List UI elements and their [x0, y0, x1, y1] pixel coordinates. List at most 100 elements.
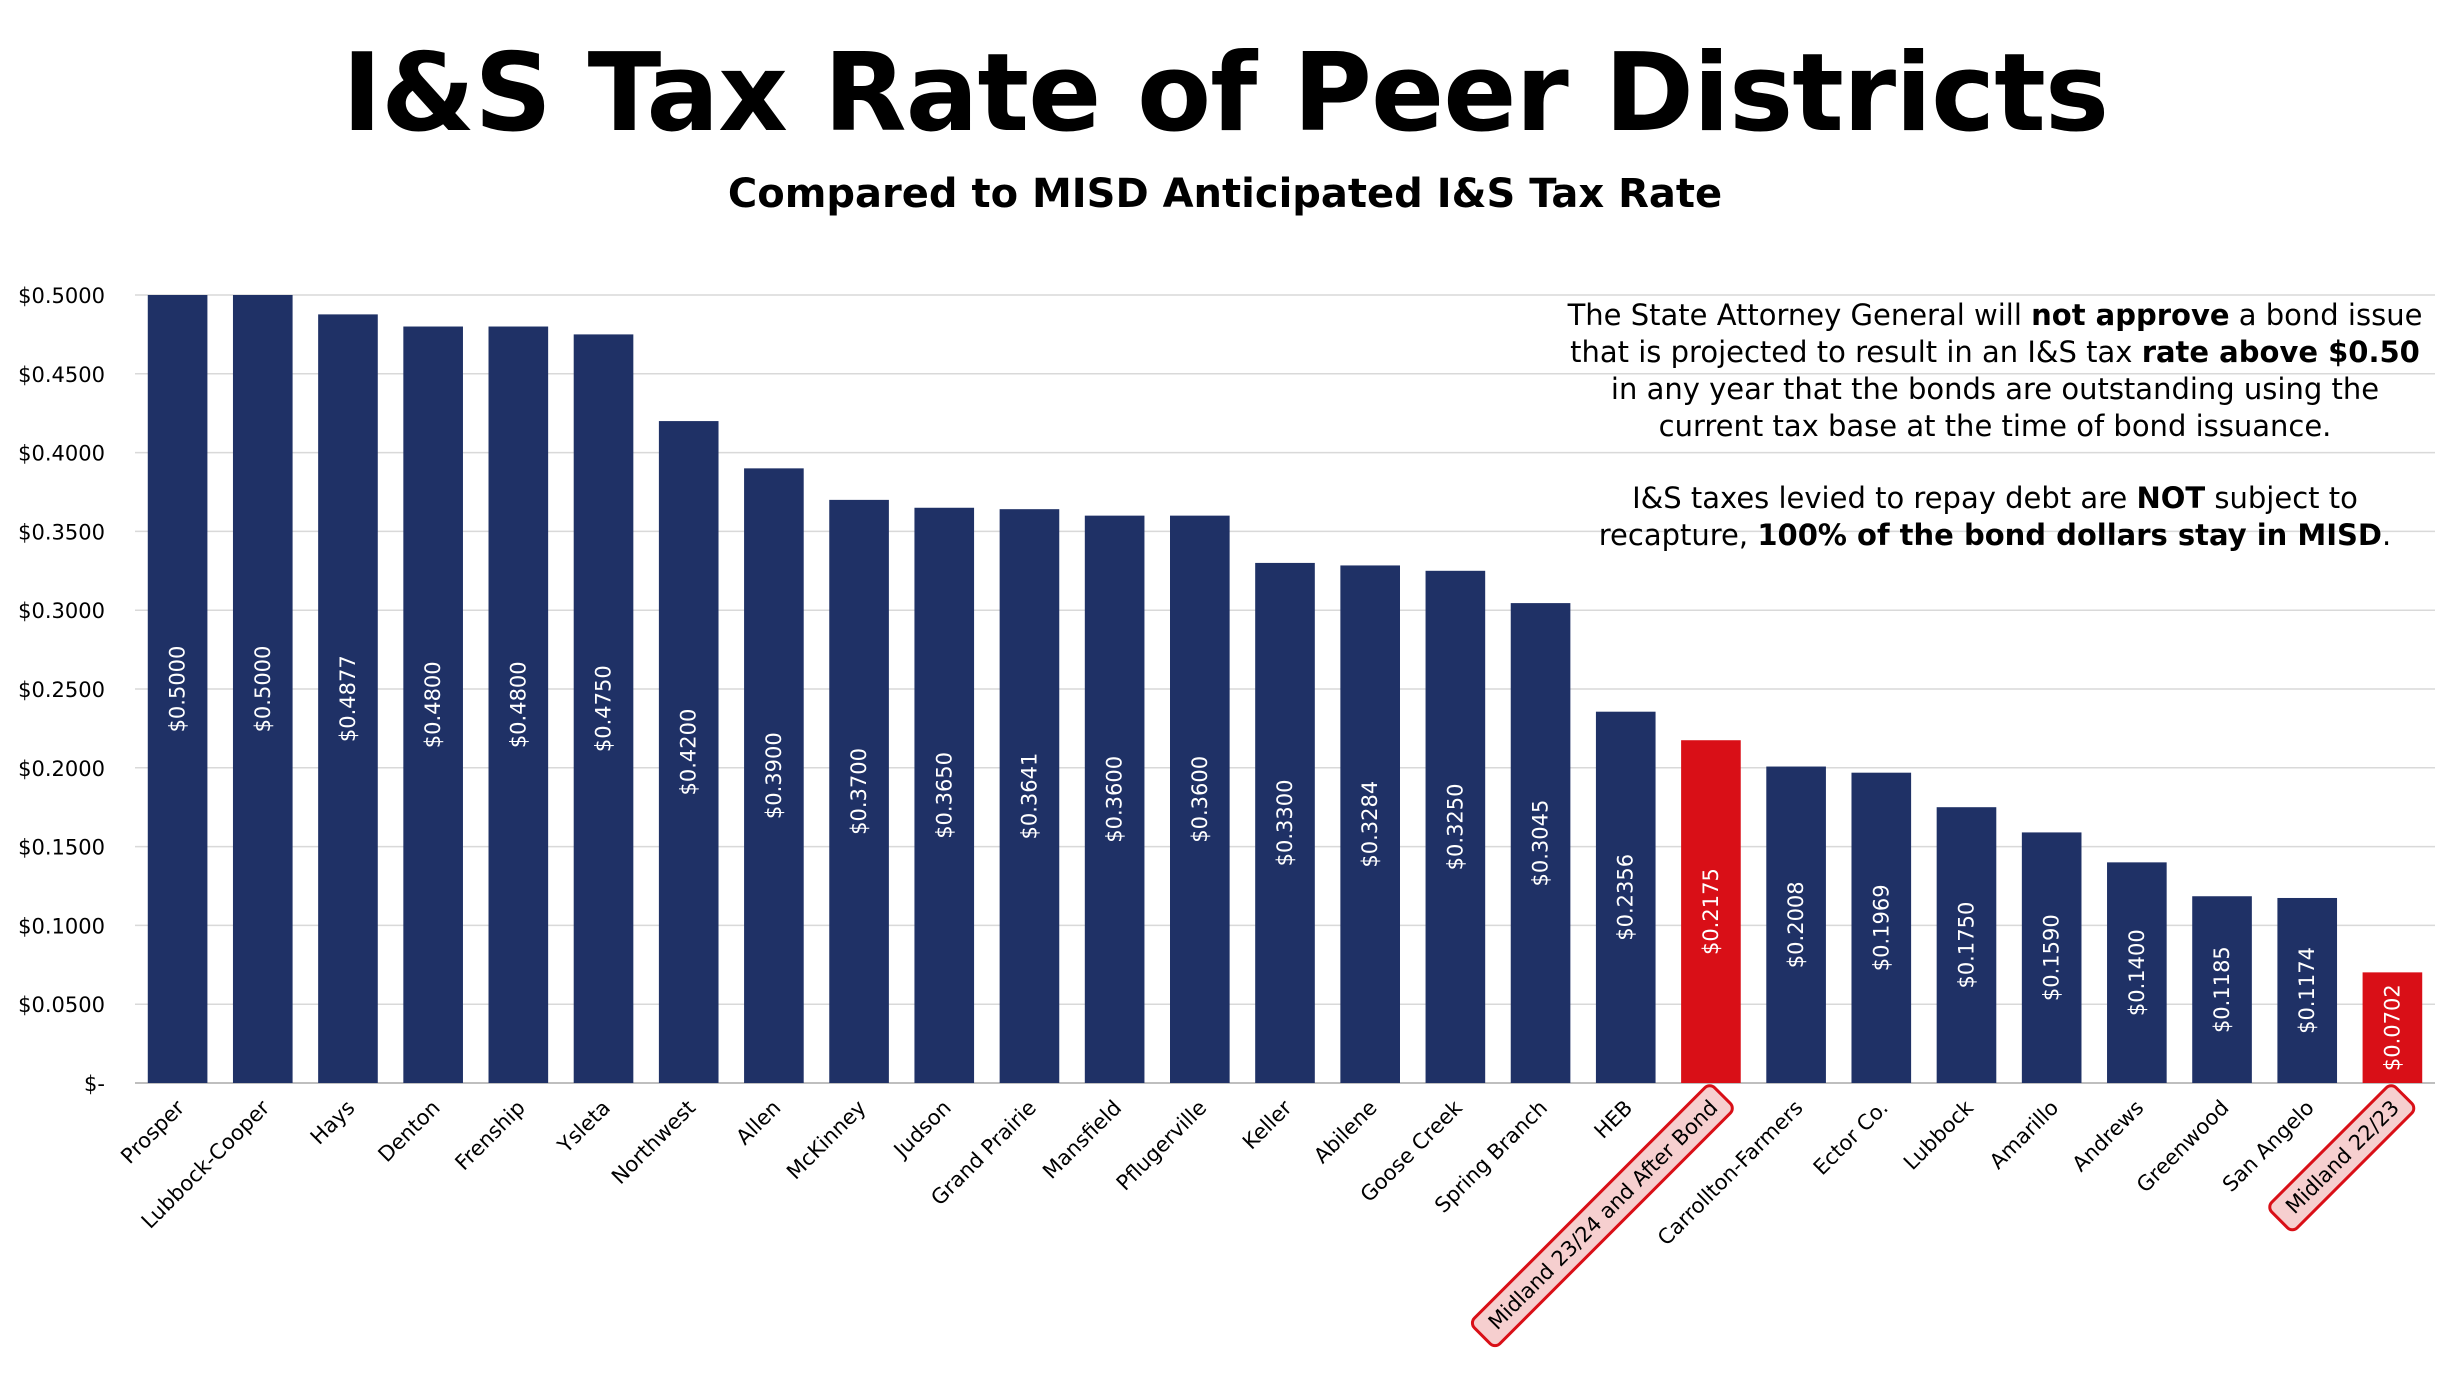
note2-text-2: subject to recapture,	[1598, 481, 2358, 552]
bar-value-label: $0.1750	[1954, 902, 1978, 989]
bar-value-label: $0.4800	[421, 661, 445, 748]
bar	[1340, 565, 1400, 1083]
bar	[488, 326, 549, 1083]
bar	[1255, 562, 1315, 1083]
bar	[829, 499, 889, 1083]
y-tick-label: $0.5000	[18, 284, 105, 308]
chart-title: I&S Tax Rate of Peer Districts	[341, 31, 2109, 156]
bar-value-label: $0.3650	[932, 752, 956, 839]
y-tick-label: $0.0500	[18, 993, 105, 1017]
bar-value-label: $0.2175	[1699, 868, 1723, 955]
y-tick-label: $0.2000	[18, 757, 105, 781]
note1-text-3: in any year that the bonds are outstandi…	[1610, 372, 2380, 443]
x-tick-label: Prosper	[116, 1095, 189, 1168]
bar	[318, 314, 378, 1084]
bar-value-label: $0.1590	[2040, 914, 2064, 1001]
bar-value-label: $0.2356	[1614, 854, 1638, 941]
x-tick-label: Lubbock	[1899, 1095, 1979, 1175]
bar	[1851, 772, 1912, 1083]
x-tick-label: Ector Co.	[1809, 1096, 1893, 1180]
bar	[1681, 740, 1741, 1083]
bar-value-label: $0.3045	[1529, 800, 1553, 887]
bar-value-label: $0.4877	[336, 655, 360, 742]
bar-value-label: $0.3700	[847, 748, 871, 835]
note1-bold-2: rate above $0.50	[2141, 335, 2420, 369]
bar	[1084, 515, 1145, 1083]
note2-bold-2: 100% of the bond dollars stay in MISD	[1757, 518, 2383, 552]
x-tick-label: Pflugerville	[1112, 1096, 1212, 1196]
note2-text-3: .	[2382, 518, 2392, 552]
x-tick-label: Frenship	[450, 1096, 529, 1175]
note2-bold-1: NOT	[2136, 481, 2206, 515]
y-tick-label: $0.2500	[18, 678, 105, 702]
x-tick-label: Amarillo	[1985, 1096, 2063, 1174]
bar	[1766, 766, 1826, 1083]
bar	[147, 295, 208, 1083]
y-tick-label: $0.3000	[18, 599, 105, 623]
recapture-note: I&S taxes levied to repay debt are NOT s…	[1555, 480, 2435, 554]
bar	[2277, 897, 2338, 1083]
bar	[573, 334, 634, 1083]
x-tick-label: Abilene	[1309, 1096, 1381, 1168]
bar-value-label: $0.3284	[1358, 781, 1382, 868]
bar-value-label: $0.4800	[506, 661, 530, 748]
bar	[1595, 711, 1656, 1083]
bar	[1936, 807, 1997, 1083]
y-tick-label: $-	[84, 1072, 105, 1096]
bar-value-label: $0.3600	[1188, 756, 1212, 843]
bar	[1425, 570, 1486, 1083]
y-tick-label: $0.3500	[18, 520, 105, 544]
chart-subtitle: Compared to MISD Anticipated I&S Tax Rat…	[727, 171, 1723, 217]
bar	[914, 507, 975, 1083]
bar-value-label: $0.2008	[1784, 881, 1808, 968]
bar-value-label: $0.0702	[2380, 984, 2404, 1071]
bar-value-label: $0.1174	[2295, 947, 2319, 1034]
y-tick-label: $0.4000	[18, 442, 105, 466]
x-tick-label: Northwest	[607, 1096, 700, 1189]
bar	[403, 326, 463, 1083]
bar	[1510, 603, 1571, 1083]
bar	[1170, 515, 1230, 1083]
bar	[999, 509, 1060, 1083]
y-tick-label: $0.4500	[18, 363, 105, 387]
bar-value-label: $0.4200	[677, 709, 701, 796]
bar	[232, 295, 293, 1083]
x-tick-label: Denton	[373, 1096, 444, 1167]
bar-value-label: $0.3600	[1103, 756, 1127, 843]
x-tick-label: Allen	[731, 1096, 785, 1150]
note1-bold-1: not approve	[2031, 298, 2230, 332]
bar	[658, 421, 719, 1084]
x-tick-label: Judson	[888, 1096, 956, 1164]
x-tick-label: Greenwood	[2132, 1096, 2234, 1198]
bar-value-label: $0.5000	[166, 646, 190, 733]
bar	[2192, 896, 2252, 1083]
highlight-label-box	[1470, 1084, 1734, 1348]
bar-value-label: $0.1185	[2210, 946, 2234, 1033]
bar-value-label: $0.4750	[592, 665, 616, 752]
x-tick-label: McKinney	[782, 1096, 871, 1185]
bar	[2107, 862, 2167, 1083]
bar	[2021, 832, 2082, 1083]
x-tick-label: Hays	[306, 1096, 360, 1150]
bar-value-label: $0.3900	[762, 732, 786, 819]
bar-value-label: $0.3250	[1443, 783, 1467, 870]
bar	[744, 468, 804, 1083]
bar-value-label: $0.3300	[1273, 780, 1297, 867]
note2-text-1: I&S taxes levied to repay debt are	[1632, 481, 2137, 515]
attorney-general-note: The State Attorney General will not appr…	[1555, 297, 2435, 445]
note1-text-1: The State Attorney General will	[1567, 298, 2032, 332]
bar-value-label: $0.1400	[2125, 929, 2149, 1016]
bar-value-label: $0.5000	[251, 646, 275, 733]
highlight-label-box	[2268, 1084, 2416, 1232]
y-tick-label: $0.1000	[18, 914, 105, 938]
bar	[2362, 972, 2423, 1083]
note1-text-2: a bond issue that is projected to result…	[1570, 298, 2423, 369]
x-tick-label: Mansfield	[1038, 1096, 1126, 1184]
bar-value-label: $0.3641	[1017, 753, 1041, 840]
y-tick-label: $0.1500	[18, 836, 105, 860]
x-tick-label: Andrews	[2068, 1096, 2149, 1177]
x-tick-label: HEB	[1590, 1096, 1638, 1144]
bar-value-label: $0.1969	[1869, 884, 1893, 971]
x-tick-label: Ysleta	[552, 1096, 615, 1159]
